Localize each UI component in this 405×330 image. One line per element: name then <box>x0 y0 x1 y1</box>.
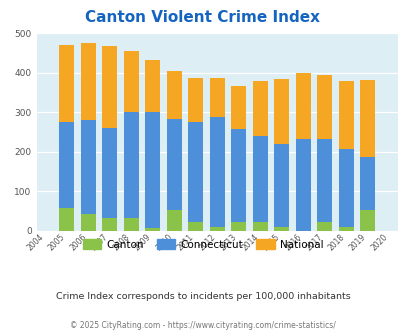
Bar <box>209 117 224 231</box>
Bar <box>59 209 74 231</box>
Bar <box>273 144 288 231</box>
Legend: Canton, Connecticut, National: Canton, Connecticut, National <box>78 235 327 254</box>
Bar <box>273 79 288 231</box>
Text: © 2025 CityRating.com - https://www.cityrating.com/crime-statistics/: © 2025 CityRating.com - https://www.city… <box>70 321 335 330</box>
Bar <box>81 43 96 231</box>
Bar <box>81 214 96 231</box>
Bar <box>209 78 224 231</box>
Bar <box>359 80 374 231</box>
Bar <box>230 86 246 231</box>
Bar <box>59 122 74 231</box>
Bar <box>338 227 353 231</box>
Bar <box>102 218 117 231</box>
Bar <box>166 71 181 231</box>
Bar <box>145 228 160 231</box>
Bar <box>316 222 331 231</box>
Bar <box>338 81 353 231</box>
Bar <box>188 122 203 231</box>
Bar <box>252 81 267 231</box>
Bar <box>316 75 331 231</box>
Bar <box>209 227 224 231</box>
Bar <box>295 73 310 231</box>
Bar <box>338 148 353 231</box>
Bar <box>102 128 117 231</box>
Bar <box>145 112 160 231</box>
Bar <box>295 139 310 231</box>
Bar <box>230 222 246 231</box>
Bar <box>188 222 203 231</box>
Bar <box>81 120 96 231</box>
Text: Canton Violent Crime Index: Canton Violent Crime Index <box>85 10 320 25</box>
Bar <box>166 210 181 231</box>
Bar <box>124 112 139 231</box>
Bar <box>188 78 203 231</box>
Bar <box>230 129 246 231</box>
Bar <box>359 211 374 231</box>
Bar <box>102 46 117 231</box>
Bar <box>273 227 288 231</box>
Bar <box>252 222 267 231</box>
Bar <box>124 218 139 231</box>
Bar <box>145 60 160 231</box>
Bar <box>59 45 74 231</box>
Bar <box>124 51 139 231</box>
Bar <box>316 139 331 231</box>
Bar <box>252 136 267 231</box>
Text: Crime Index corresponds to incidents per 100,000 inhabitants: Crime Index corresponds to incidents per… <box>55 292 350 301</box>
Bar <box>359 157 374 231</box>
Bar <box>166 119 181 231</box>
